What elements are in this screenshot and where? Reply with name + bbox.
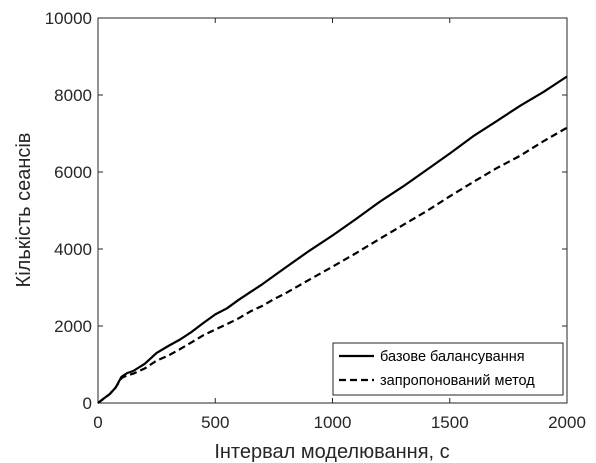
y-tick-label: 4000 xyxy=(54,240,92,259)
series-lines xyxy=(97,75,568,404)
x-tick-label: 1500 xyxy=(431,413,469,432)
series-line-0 xyxy=(97,75,568,404)
x-tick-label: 1000 xyxy=(314,413,352,432)
y-axis-label: Кількість сеансів xyxy=(13,133,35,288)
x-tick-label: 500 xyxy=(201,413,229,432)
y-tick-label: 0 xyxy=(83,394,92,413)
legend: базове балансування запропонований метод xyxy=(332,342,564,396)
legend-label-proposed-method: запропонований метод xyxy=(380,373,535,389)
y-tick-label: 6000 xyxy=(54,163,92,182)
x-axis-label: Інтервал моделювання, с xyxy=(214,441,449,463)
y-tick-label: 2000 xyxy=(54,317,92,336)
y-tick-label: 8000 xyxy=(54,86,92,105)
legend-box xyxy=(332,342,564,396)
plot-area xyxy=(97,17,568,404)
x-tick-label: 2000 xyxy=(548,413,586,432)
axis-ticks: 0 500 1000 1500 2000 0 2000 4000 6000 8000 10000 xyxy=(45,9,586,432)
y-tick-label: 10000 xyxy=(45,9,92,28)
x-tick-label: 0 xyxy=(93,413,102,432)
legend-label-base-balancing: базове балансування xyxy=(380,349,525,365)
